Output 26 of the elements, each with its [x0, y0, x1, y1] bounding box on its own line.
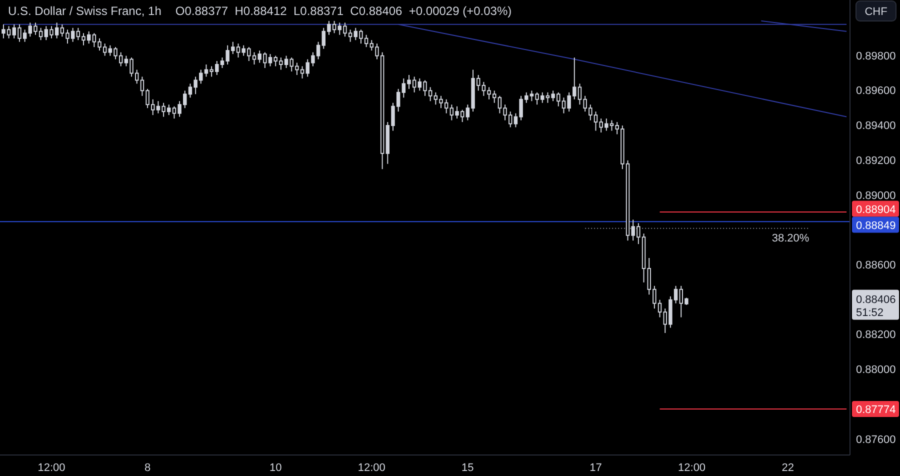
y-tick-label: 0.89200 — [856, 154, 896, 167]
x-tick-label: 12:00 — [38, 462, 66, 474]
text: 51:52 — [856, 306, 884, 319]
y-tick-label: 0.89000 — [856, 190, 896, 202]
ref-line-label: 0.88849 — [856, 220, 896, 232]
y-tick-label: 0.89600 — [856, 85, 896, 98]
chart-title: U.S. Dollar / Swiss Franc, 1h — [8, 4, 162, 18]
currency-button: CHF — [856, 0, 896, 22]
x-tick-label: 12:00 — [358, 462, 386, 474]
series-label: 0.88904 — [856, 204, 896, 216]
y-tick-label: 0.88200 — [856, 329, 896, 342]
y-tick-label: 0.89800 — [856, 50, 896, 62]
text: 0.88406 — [856, 294, 896, 306]
x-tick-label: 8 — [144, 462, 151, 474]
y-tick-label: 0.89400 — [856, 120, 896, 132]
series-label: 0.87774 — [856, 404, 896, 416]
x-tick-label: 15 — [462, 462, 474, 474]
series-label: 38.20% — [772, 232, 810, 244]
y-tick-label: 0.88600 — [856, 260, 896, 272]
x-tick-label: 10 — [269, 462, 282, 474]
x-tick-label: 12:00 — [678, 462, 706, 474]
x-tick-label: 22 — [782, 462, 794, 474]
y-tick-label: 0.88000 — [856, 364, 896, 376]
y-tick-label: 0.87600 — [856, 434, 896, 446]
x-tick-label: 17 — [590, 462, 602, 474]
chart-subtitle: O0.88377 H0.88412 L0.88371 C0.88406 +0.00029 (+0.03%) — [175, 4, 512, 18]
